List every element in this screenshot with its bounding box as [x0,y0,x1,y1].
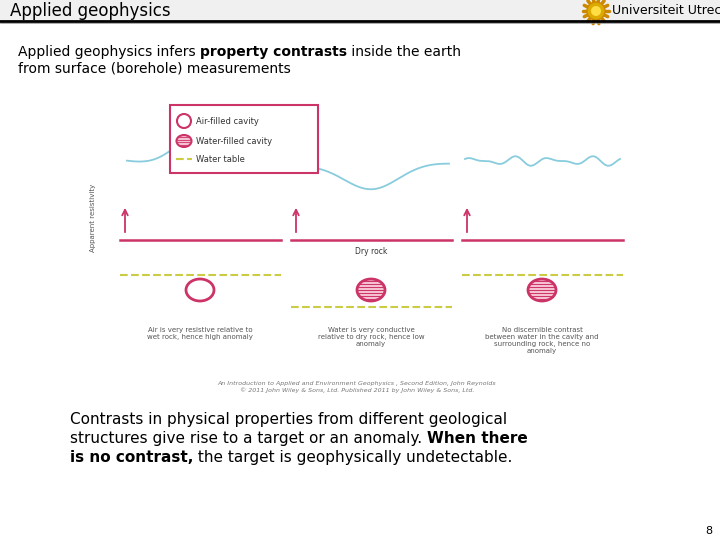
Circle shape [177,114,191,128]
Text: Contrasts in physical properties from different geological: Contrasts in physical properties from di… [70,412,507,427]
Text: Water is very conductive
relative to dry rock, hence low
anomaly: Water is very conductive relative to dry… [318,327,424,347]
Text: property contrasts: property contrasts [200,45,347,59]
Text: structures give rise to a target or an anomaly.: structures give rise to a target or an a… [70,431,427,446]
Text: Applied geophysics infers: Applied geophysics infers [18,45,200,59]
Ellipse shape [357,279,385,301]
Text: Dry rock: Dry rock [355,247,387,256]
Bar [170,105,318,173]
Text: An Introduction to Applied and Environment Geophysics , Second Edition, John Rey: An Introduction to Applied and Environme… [217,381,496,393]
Text: Air is very resistive relative to
wet rock, hence high anomaly: Air is very resistive relative to wet ro… [147,327,253,340]
Text: is no contrast,: is no contrast, [70,450,194,465]
Text: inside the earth: inside the earth [347,45,461,59]
Text: Water table: Water table [196,154,245,164]
Text: No discernible contrast
between water in the cavity and
surrounding rock, hence : No discernible contrast between water in… [485,327,599,354]
Text: Applied geophysics: Applied geophysics [10,2,171,20]
Text: the target is geophysically undetectable.: the target is geophysically undetectable… [194,450,513,465]
Circle shape [587,2,605,20]
Text: Universiteit Utrecht: Universiteit Utrecht [612,4,720,17]
Text: Air-filled cavity: Air-filled cavity [196,117,259,125]
Text: Apparent resistivity: Apparent resistivity [90,184,96,252]
Ellipse shape [176,135,192,147]
Circle shape [591,6,601,16]
Text: When there: When there [427,431,528,446]
Bar [0,0,720,20]
Text: Water-filled cavity: Water-filled cavity [196,137,272,145]
Bar [85,100,630,395]
Ellipse shape [528,279,556,301]
Ellipse shape [186,279,214,301]
Text: from surface (borehole) measurements: from surface (borehole) measurements [18,62,291,76]
Text: 8: 8 [705,526,712,536]
